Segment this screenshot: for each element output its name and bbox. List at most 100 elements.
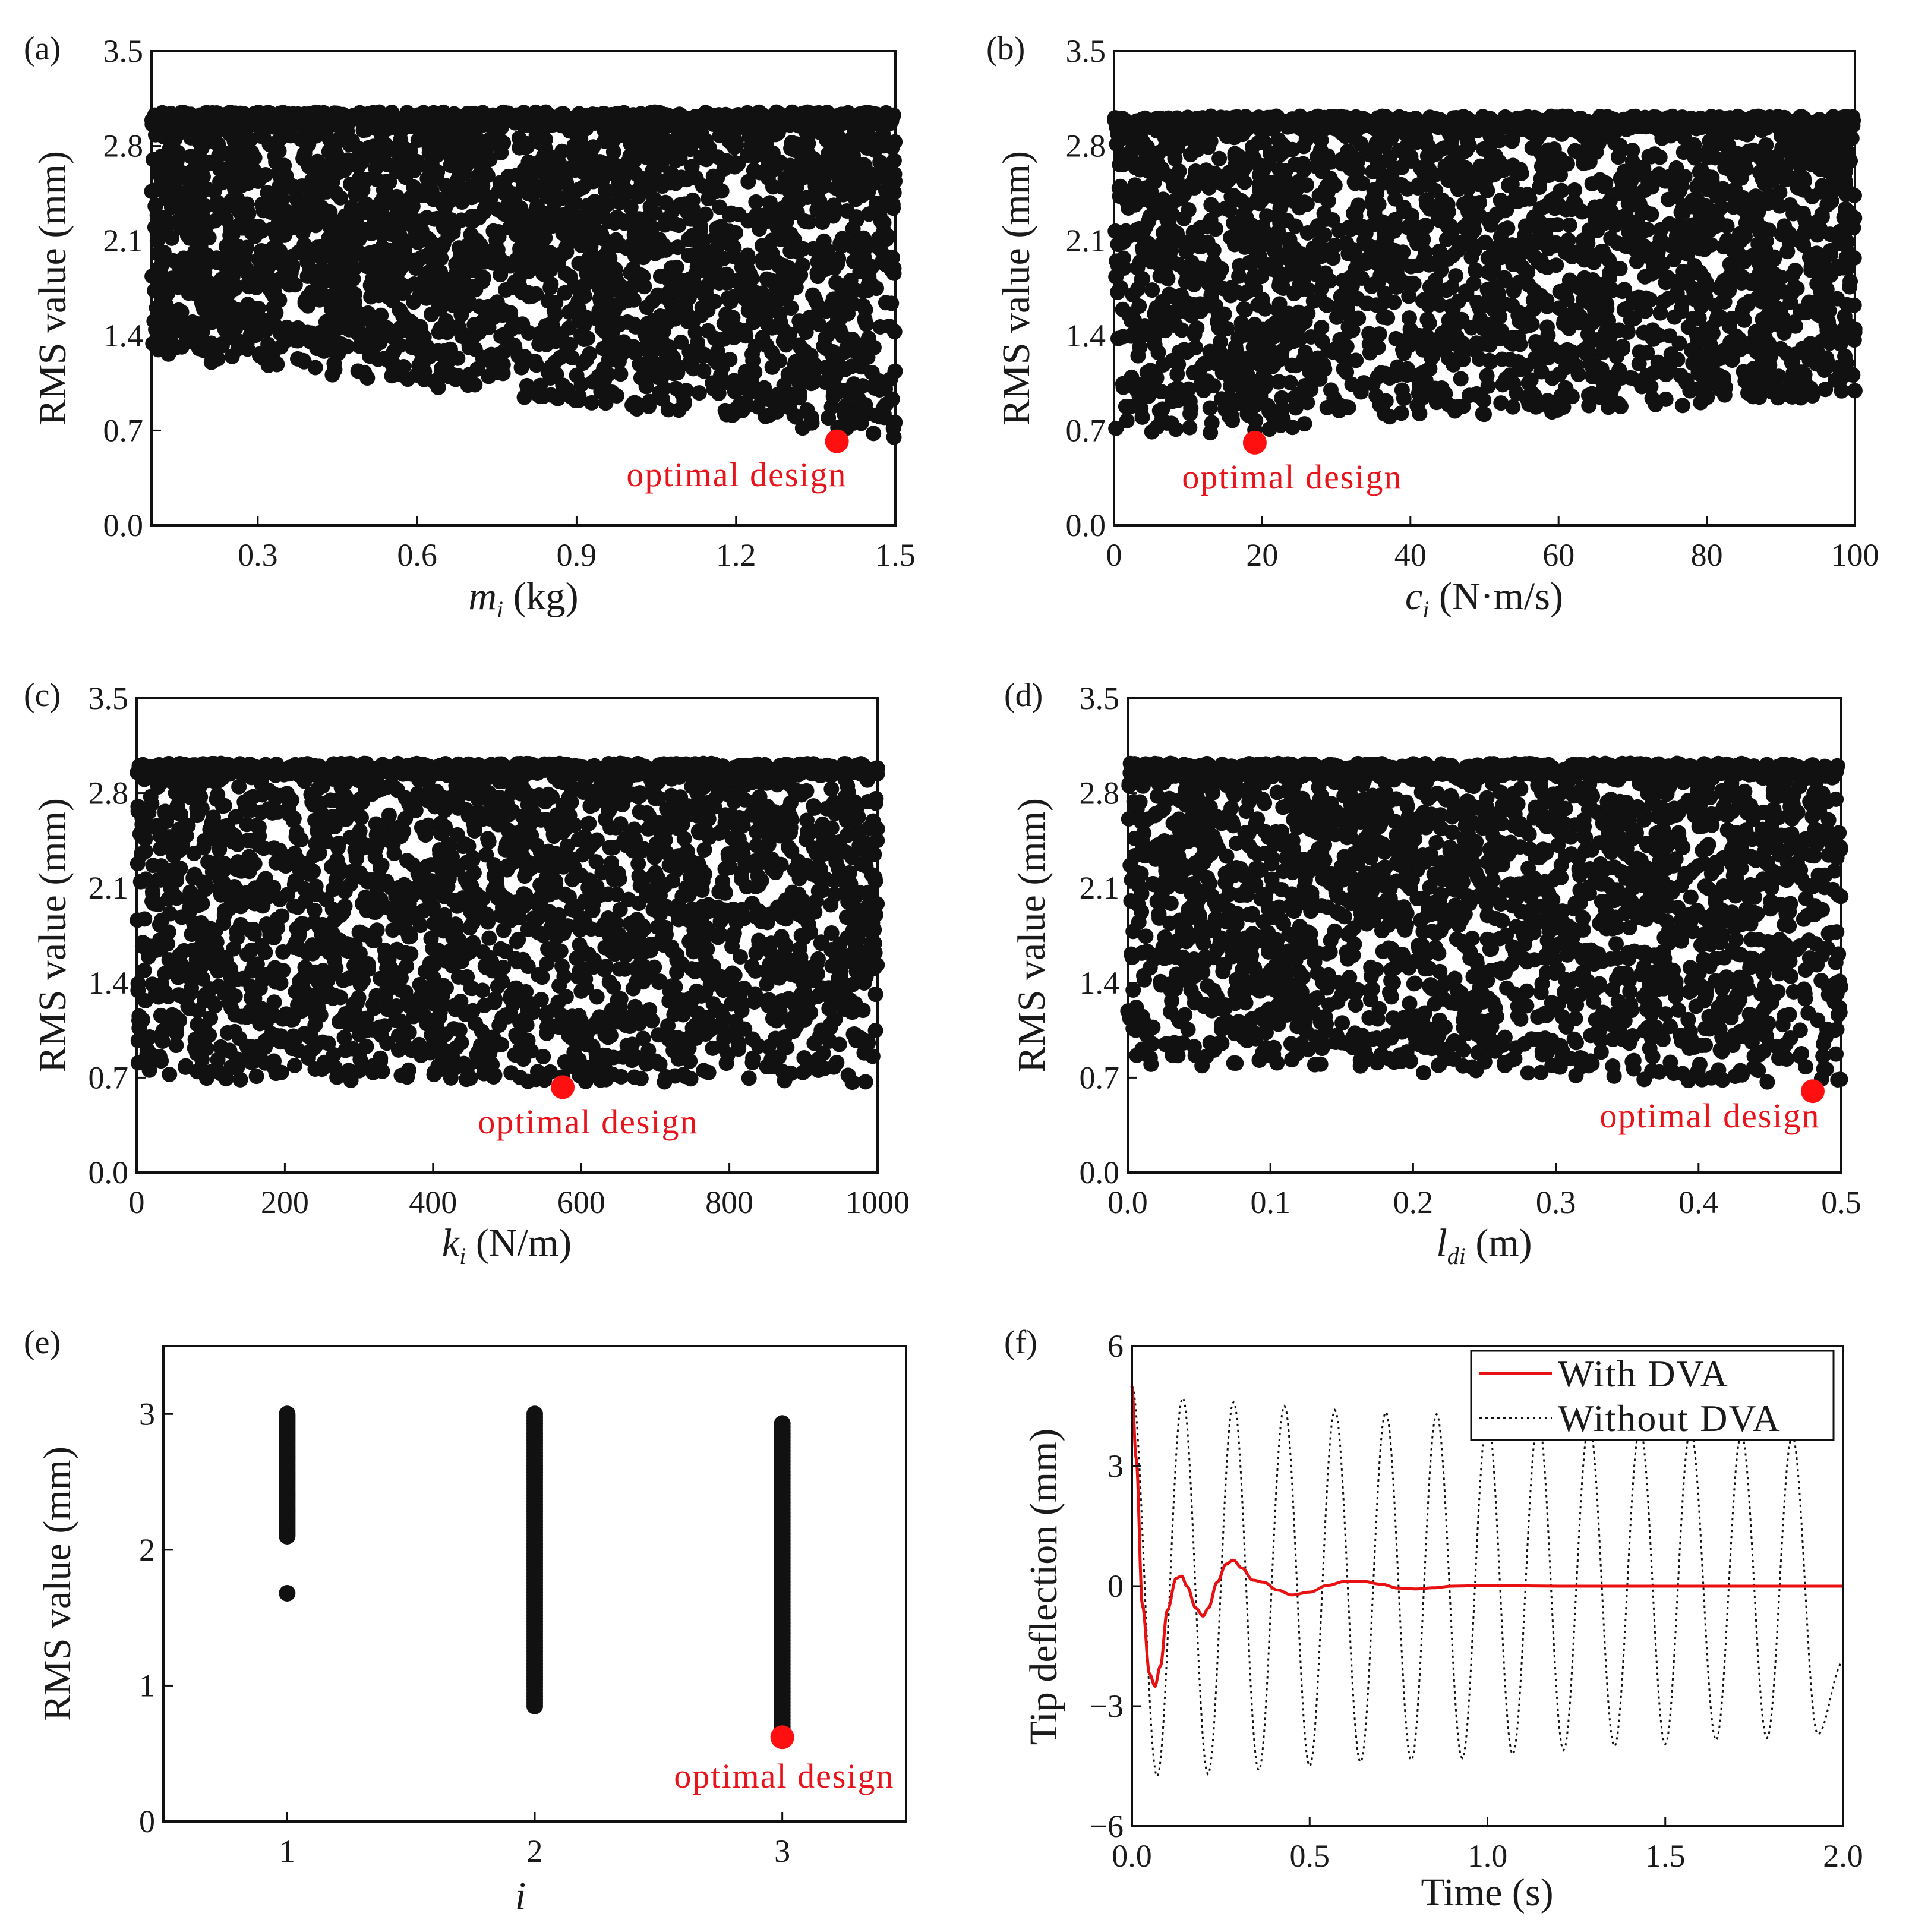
data-point [790, 270, 806, 286]
data-point [220, 161, 236, 177]
data-point [341, 322, 357, 338]
data-point [837, 361, 853, 377]
data-point [542, 279, 558, 295]
data-point [318, 327, 335, 343]
data-point [799, 214, 815, 230]
data-point [591, 279, 607, 295]
data-point [1267, 119, 1283, 135]
data-point [264, 193, 280, 209]
data-point [654, 178, 670, 194]
data-point [265, 313, 281, 329]
data-point [152, 225, 168, 241]
data-point [501, 207, 518, 223]
data-point [321, 231, 337, 247]
data-point [727, 401, 743, 417]
data-point [356, 364, 373, 380]
data-point [316, 168, 332, 184]
data-point [373, 307, 389, 323]
data-point [182, 149, 198, 165]
data-point [204, 279, 220, 295]
data-point [381, 174, 397, 190]
data-point [332, 245, 348, 261]
data-point [380, 289, 396, 305]
data-point [326, 141, 342, 157]
data-point [579, 352, 595, 368]
data-point [754, 238, 770, 254]
data-point [746, 162, 762, 178]
data-point [290, 351, 306, 367]
data-point [405, 333, 421, 349]
data-point [694, 127, 710, 143]
data-point [198, 198, 214, 215]
data-point [438, 323, 454, 339]
data-point [1296, 416, 1312, 432]
data-point [384, 368, 400, 384]
data-point [607, 215, 623, 231]
data-point [453, 281, 469, 297]
data-point [886, 184, 902, 200]
data-point [239, 129, 255, 145]
data-point [464, 178, 480, 194]
data-point [597, 324, 613, 340]
y-tick-label: 1.4 [103, 318, 144, 354]
data-point [834, 238, 850, 254]
data-point [649, 329, 665, 345]
xlabel-unit-a: (kg) [503, 575, 578, 618]
data-point [608, 232, 624, 248]
data-point [727, 159, 743, 175]
data-point [554, 245, 570, 261]
data-point [273, 115, 289, 131]
data-point [332, 190, 348, 206]
data-point [709, 343, 725, 360]
data-point [787, 166, 803, 182]
data-point [330, 283, 346, 300]
data-point [825, 208, 841, 224]
data-point [416, 371, 432, 387]
data-point [234, 220, 250, 236]
data-point [647, 232, 663, 248]
data-point [248, 279, 264, 295]
data-point [708, 377, 724, 393]
data-point [595, 341, 611, 357]
data-point [690, 282, 706, 298]
panel-label-a: (a) [24, 30, 61, 67]
data-point [516, 389, 532, 405]
data-point [178, 121, 194, 137]
data-point [196, 314, 212, 330]
data-point [308, 128, 324, 144]
data-point [310, 153, 326, 169]
data-point [743, 370, 759, 386]
scatter-a: 0.3 0.6 0.9 1.2 1.50.00.71.42.12.83.5optimal… [103, 33, 916, 573]
data-point [419, 187, 435, 203]
data-point [650, 287, 666, 303]
data-point [374, 127, 390, 143]
data-point [389, 270, 405, 286]
data-point [739, 283, 755, 300]
data-point [677, 296, 693, 312]
data-point [264, 221, 280, 237]
data-point [620, 293, 636, 309]
data-point [619, 184, 635, 200]
data-point [1144, 282, 1160, 298]
data-point [160, 346, 176, 362]
data-point [609, 273, 625, 289]
data-point [681, 343, 698, 360]
data-point [228, 321, 244, 337]
data-point [262, 271, 278, 287]
data-point [698, 206, 714, 222]
data-point [256, 351, 272, 367]
data-point [742, 111, 758, 127]
data-point [851, 106, 867, 122]
data-point [572, 285, 588, 301]
data-point [695, 348, 711, 364]
data-point [804, 171, 820, 187]
data-point [883, 261, 899, 278]
data-point [721, 133, 737, 149]
data-point [656, 380, 672, 396]
data-point [856, 251, 872, 267]
data-point [182, 275, 198, 291]
data-point [1189, 320, 1205, 336]
data-point [434, 194, 450, 210]
data-point [546, 160, 562, 176]
data-point [239, 196, 255, 212]
